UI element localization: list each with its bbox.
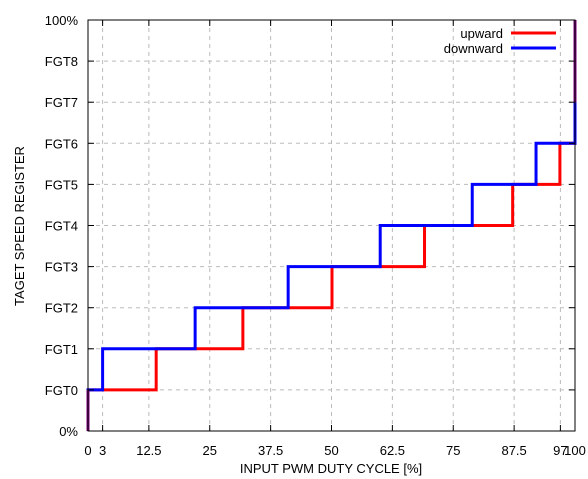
y-tick-label: FGT5 bbox=[45, 177, 78, 192]
y-tick-label: FGT0 bbox=[45, 383, 78, 398]
y-axis-label: TAGET SPEED REGISTER bbox=[12, 146, 27, 306]
x-tick-label: 100 bbox=[564, 443, 586, 458]
x-tick-label: 97 bbox=[553, 443, 567, 458]
y-tick-label: FGT8 bbox=[45, 54, 78, 69]
x-tick-label: 0 bbox=[84, 443, 91, 458]
x-tick-label: 3 bbox=[99, 443, 106, 458]
x-tick-label: 87.5 bbox=[501, 443, 526, 458]
x-tick-label: 75 bbox=[446, 443, 460, 458]
x-tick-label: 62.5 bbox=[380, 443, 405, 458]
x-tick-label: 12.5 bbox=[136, 443, 161, 458]
y-tick-label: 0% bbox=[59, 424, 78, 439]
axis-ticks bbox=[87, 19, 576, 432]
y-tick-labels: 0% FGT0 FGT1 FGT2 FGT3 FGT4 FGT5 FGT6 FGT7 FGT8 10… bbox=[45, 13, 79, 439]
x-tick-label: 50 bbox=[324, 443, 338, 458]
y-tick-label: FGT7 bbox=[45, 95, 78, 110]
legend-label-upward: upward bbox=[460, 26, 503, 41]
x-tick-label: 37.5 bbox=[258, 443, 283, 458]
y-tick-label: FGT1 bbox=[45, 342, 78, 357]
y-tick-label: FGT2 bbox=[45, 301, 78, 316]
x-tick-label: 25 bbox=[203, 443, 217, 458]
series-line-downward bbox=[86, 102, 577, 431]
y-tick-label: FGT4 bbox=[45, 219, 78, 234]
y-tick-label: 100% bbox=[45, 13, 79, 28]
y-tick-label: FGT3 bbox=[45, 260, 78, 275]
x-axis-label: INPUT PWM DUTY CYCLE [%] bbox=[240, 461, 422, 476]
y-tick-label: FGT6 bbox=[45, 136, 78, 151]
legend-label-downward: downward bbox=[444, 41, 503, 56]
